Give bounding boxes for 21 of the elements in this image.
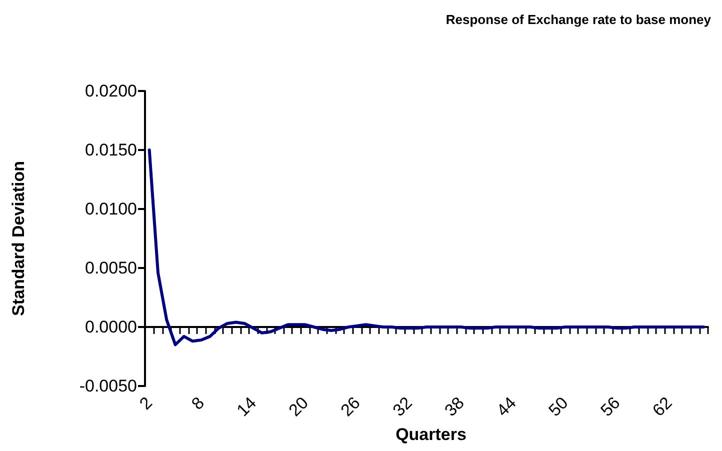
y-tick-label: 0.0100 xyxy=(85,200,137,218)
y-tick-label: 0.0000 xyxy=(85,318,137,336)
y-tick-label: 0.0050 xyxy=(85,258,137,278)
y-tick-label: -0.0050 xyxy=(79,376,137,396)
chart-title: Response of Exchange rate to base money xyxy=(446,12,712,27)
x-tick-label: 56 xyxy=(596,393,624,420)
y-tick-label: 0.0150 xyxy=(85,140,137,160)
x-tick-label: 20 xyxy=(285,393,312,420)
x-tick-label: 8 xyxy=(188,393,208,414)
line-series xyxy=(148,148,706,346)
x-tick-label: 26 xyxy=(337,393,364,420)
y-tick-label: 0.0200 xyxy=(85,82,137,100)
x-tick-label: 62 xyxy=(648,393,676,420)
x-axis-title: Quarters xyxy=(396,425,466,444)
x-tick-label: 14 xyxy=(233,393,260,420)
x-tick-label: 44 xyxy=(493,393,520,420)
x-tick-label: 2 xyxy=(136,393,156,414)
x-tick-label: 50 xyxy=(545,393,572,420)
x-tick-label: 32 xyxy=(389,393,416,420)
y-axis-title: Standard Deviation xyxy=(9,161,28,316)
x-tick-label: 38 xyxy=(441,393,468,420)
